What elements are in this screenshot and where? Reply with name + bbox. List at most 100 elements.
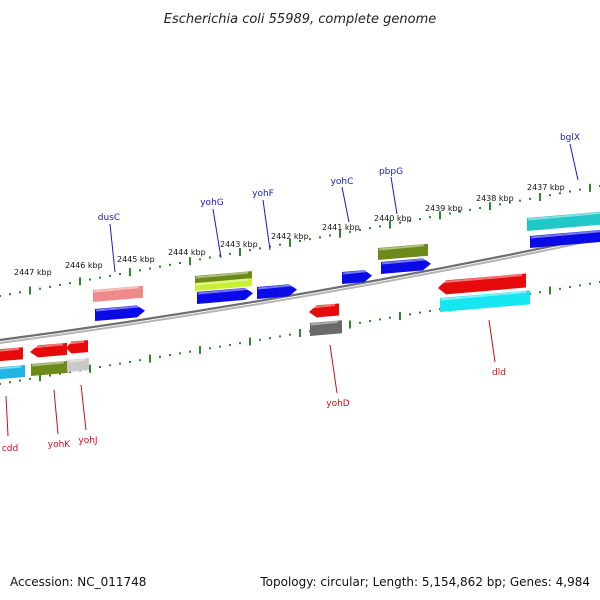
feature-yohJ bbox=[66, 340, 88, 354]
ruler-tick-upper bbox=[469, 208, 471, 211]
ruler-tick-upper bbox=[129, 268, 131, 277]
feature-cdd-cds bbox=[0, 365, 25, 380]
ruler-tick-upper bbox=[239, 248, 241, 256]
ruler-tick-lower bbox=[219, 345, 221, 348]
ruler-tick-lower bbox=[559, 287, 561, 290]
gene-label-yohC: yohC bbox=[331, 177, 354, 187]
feature-pbpG bbox=[378, 243, 428, 260]
ruler-tick-upper bbox=[539, 193, 541, 201]
ruler-tick-lower bbox=[569, 286, 571, 289]
feature-yohD bbox=[309, 303, 339, 318]
ruler-tick-lower bbox=[89, 364, 91, 373]
ruler-tick-upper bbox=[319, 236, 321, 239]
ruler-tick-upper bbox=[339, 229, 341, 238]
gene-label-yohK: yohK bbox=[48, 440, 72, 450]
ruler-tick-lower bbox=[279, 335, 281, 338]
leader-line bbox=[569, 143, 579, 181]
ruler-tick-lower bbox=[409, 313, 411, 316]
ruler-tick-lower bbox=[29, 377, 31, 380]
feature-cdd bbox=[0, 347, 23, 362]
ruler-label-2446: 2446 kbp bbox=[65, 261, 103, 270]
leader-line bbox=[488, 319, 496, 363]
leader-line bbox=[109, 223, 116, 273]
ruler-tick-lower bbox=[119, 362, 121, 365]
leader-line bbox=[341, 186, 350, 223]
leader-line bbox=[262, 199, 271, 251]
feature-dld bbox=[438, 273, 526, 295]
gene-label-cdd: cdd bbox=[2, 444, 18, 454]
ruler-tick-upper bbox=[389, 220, 391, 229]
feature-yohG-lime bbox=[195, 278, 252, 291]
feature-bglX-cds bbox=[530, 230, 600, 248]
gene-label-pbpG: pbpG bbox=[379, 167, 403, 177]
ruler-tick-lower bbox=[39, 373, 41, 382]
ruler-tick-upper bbox=[89, 278, 91, 281]
ruler-tick-upper bbox=[139, 269, 141, 272]
ruler-tick-lower bbox=[579, 284, 581, 287]
leader-line bbox=[5, 395, 9, 437]
ruler-tick-upper bbox=[439, 211, 441, 220]
backbone-upper-stroke bbox=[0, 234, 600, 342]
ruler-tick-upper bbox=[489, 202, 491, 211]
ruler-tick-lower bbox=[419, 311, 421, 314]
ruler-tick-upper bbox=[579, 188, 581, 191]
ruler-tick-upper bbox=[519, 199, 521, 202]
ruler-tick-upper bbox=[199, 258, 201, 261]
gene-label-yohD: yohD bbox=[326, 399, 350, 409]
ruler-tick-upper bbox=[419, 218, 421, 220]
ruler-label-2444: 2444 kbp bbox=[168, 248, 206, 257]
ruler-tick-upper bbox=[39, 287, 41, 290]
ruler-tick-lower bbox=[169, 354, 171, 357]
leader-line bbox=[80, 384, 87, 431]
ruler-tick-lower bbox=[149, 354, 151, 363]
leader-line bbox=[329, 344, 338, 394]
ruler-tick-lower bbox=[429, 309, 431, 312]
ruler-tick-lower bbox=[349, 320, 351, 329]
ruler-label-2442: 2442 kbp bbox=[271, 232, 309, 241]
ruler-tick-upper bbox=[299, 240, 301, 242]
ruler-tick-upper bbox=[479, 207, 481, 209]
ruler-tick-lower bbox=[239, 342, 241, 345]
gene-label-dld: dld bbox=[492, 368, 506, 378]
ruler-label-2437: 2437 kbp bbox=[527, 183, 565, 192]
ruler-tick-upper bbox=[0, 295, 1, 297]
ruler-tick-upper bbox=[459, 210, 461, 213]
ruler-tick-upper bbox=[9, 293, 11, 296]
ruler-tick-upper bbox=[349, 230, 351, 233]
leader-line bbox=[212, 208, 222, 259]
ruler-tick-upper bbox=[569, 190, 571, 193]
ruler-tick-lower bbox=[69, 371, 71, 374]
ruler-label-2440: 2440 kbp bbox=[374, 214, 412, 223]
ruler-tick-upper bbox=[109, 274, 111, 277]
feature-yohK bbox=[30, 342, 67, 358]
ruler-tick-lower bbox=[129, 360, 131, 363]
ruler-labels: 2447 kbp 2446 kbp 2445 kbp 2444 kbp 2443… bbox=[14, 183, 565, 277]
ruler-tick-lower bbox=[209, 347, 211, 350]
ruler-tick-upper bbox=[399, 221, 401, 224]
ruler-tick-lower bbox=[49, 374, 51, 377]
ruler-tick-lower bbox=[229, 343, 231, 346]
ruler-tick-lower bbox=[549, 286, 551, 295]
ruler-tick-upper bbox=[219, 254, 221, 257]
leader-line bbox=[53, 389, 59, 435]
ruler-label-2438: 2438 kbp bbox=[476, 194, 514, 203]
ruler-label-2445: 2445 kbp bbox=[117, 255, 155, 264]
feature-yohK-cds bbox=[31, 360, 68, 376]
ruler-tick-upper bbox=[449, 212, 451, 215]
gene-label-dusC: dusC bbox=[98, 213, 120, 223]
ruler-label-2441: 2441 kbp bbox=[322, 223, 360, 232]
gene-label-yohJ: yohJ bbox=[78, 436, 97, 446]
feature-dusC-cds bbox=[95, 305, 145, 321]
accession-text: Accession: NC_011748 bbox=[10, 575, 146, 589]
ruler-tick-upper bbox=[29, 286, 31, 295]
ruler-tick-lower bbox=[539, 291, 541, 294]
ruler-label-2443: 2443 kbp bbox=[220, 240, 258, 249]
leader-line bbox=[390, 176, 398, 215]
ruler-tick-lower bbox=[59, 372, 61, 375]
ruler-tick-upper bbox=[289, 238, 291, 247]
ruler-tick-lower bbox=[159, 355, 161, 358]
feature-yohJ-cds bbox=[67, 358, 89, 372]
ruler-tick-lower bbox=[289, 333, 291, 336]
ruler-tick-lower bbox=[109, 364, 111, 367]
